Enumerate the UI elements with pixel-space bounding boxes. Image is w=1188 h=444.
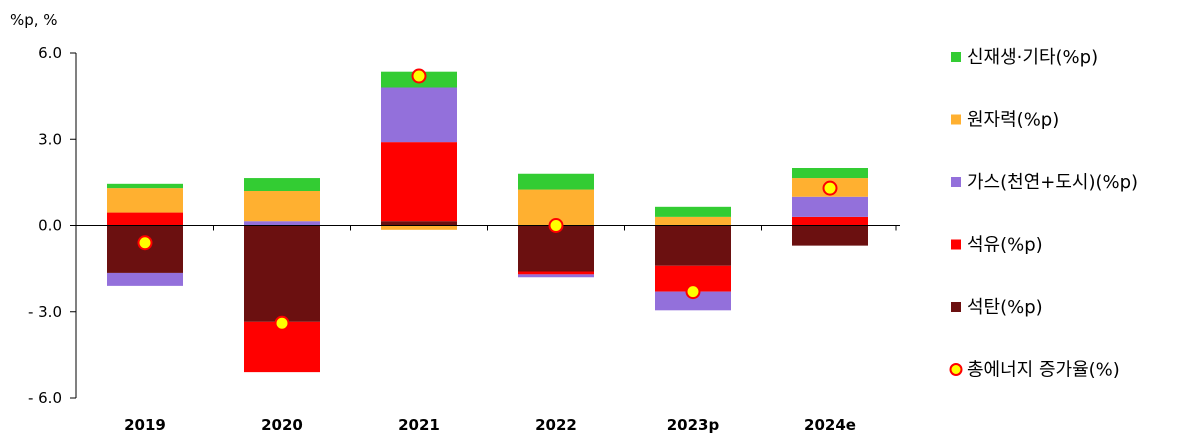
bar-segment: [655, 216, 731, 226]
x-tick-label: 2023p: [667, 416, 720, 434]
y-tick-label: 0.0: [38, 217, 62, 235]
legend-label: 원자력(%p): [967, 110, 1059, 131]
y-tick-label: - 6.0: [28, 389, 62, 407]
total-marker: [685, 284, 701, 300]
bar-segment: [655, 291, 731, 311]
x-tick-label: 2019: [124, 416, 166, 434]
bar-segment: [518, 173, 594, 190]
y-tick-label: 6.0: [38, 44, 62, 62]
bar-segment: [244, 225, 320, 322]
legend-swatch: [951, 52, 961, 62]
bar-segment: [244, 178, 320, 191]
total-marker: [822, 180, 838, 196]
bar-segment: [107, 188, 183, 213]
bar-segment: [655, 206, 731, 217]
bar-segment: [381, 87, 457, 143]
legend-label: 가스(천연+도시)(%p): [967, 172, 1138, 193]
bar-segment: [381, 225, 457, 230]
legend-swatch: [951, 177, 961, 187]
y-axis-unit-label: %p, %: [10, 11, 58, 29]
total-marker: [137, 235, 153, 251]
x-tick-label: 2024e: [804, 416, 856, 434]
bar-segment: [244, 191, 320, 222]
bar-segment: [381, 221, 457, 226]
legend-label: 신재생·기타(%p): [967, 47, 1098, 68]
bar-segment: [792, 225, 868, 246]
total-marker: [411, 68, 427, 84]
legend-swatch: [951, 239, 961, 250]
bar-segment: [107, 272, 183, 286]
legend-label: 석탄(%p): [967, 297, 1043, 318]
legend-swatch: [951, 302, 961, 312]
x-tick-label: 2021: [398, 416, 440, 434]
bar-segment: [107, 212, 183, 226]
legend-swatch: [951, 114, 961, 125]
bar-segment: [518, 274, 594, 278]
legend-marker: [949, 363, 963, 376]
y-tick-label: 3.0: [38, 130, 62, 148]
bar-segment: [518, 225, 594, 272]
legend-label: 총에너지 증가율(%): [967, 360, 1120, 381]
plot-area: 6.0 3.0 0.0 - 3.0 - 6.0 2019 2020 2021 2022 2023p…: [28, 44, 900, 434]
total-marker: [548, 218, 564, 233]
bar-segment: [792, 196, 868, 217]
x-tick-label: 2022: [535, 416, 577, 434]
x-tick-label: 2020: [261, 416, 303, 434]
bar-segment: [518, 271, 594, 275]
bar-segment: [107, 183, 183, 189]
bar-segment: [244, 221, 320, 226]
bar-segment: [381, 142, 457, 222]
legend: 신재생·기타(%p) 원자력(%p) 가스(천연+도시)(%p) 석유(%p) 석탄(%…: [949, 47, 1138, 381]
bar-segment: [655, 225, 731, 266]
total-marker: [274, 315, 290, 331]
bar-segment: [792, 216, 868, 226]
bar-segment: [792, 168, 868, 179]
legend-label: 석유(%p): [967, 235, 1043, 256]
y-tick-label: - 3.0: [28, 303, 62, 321]
